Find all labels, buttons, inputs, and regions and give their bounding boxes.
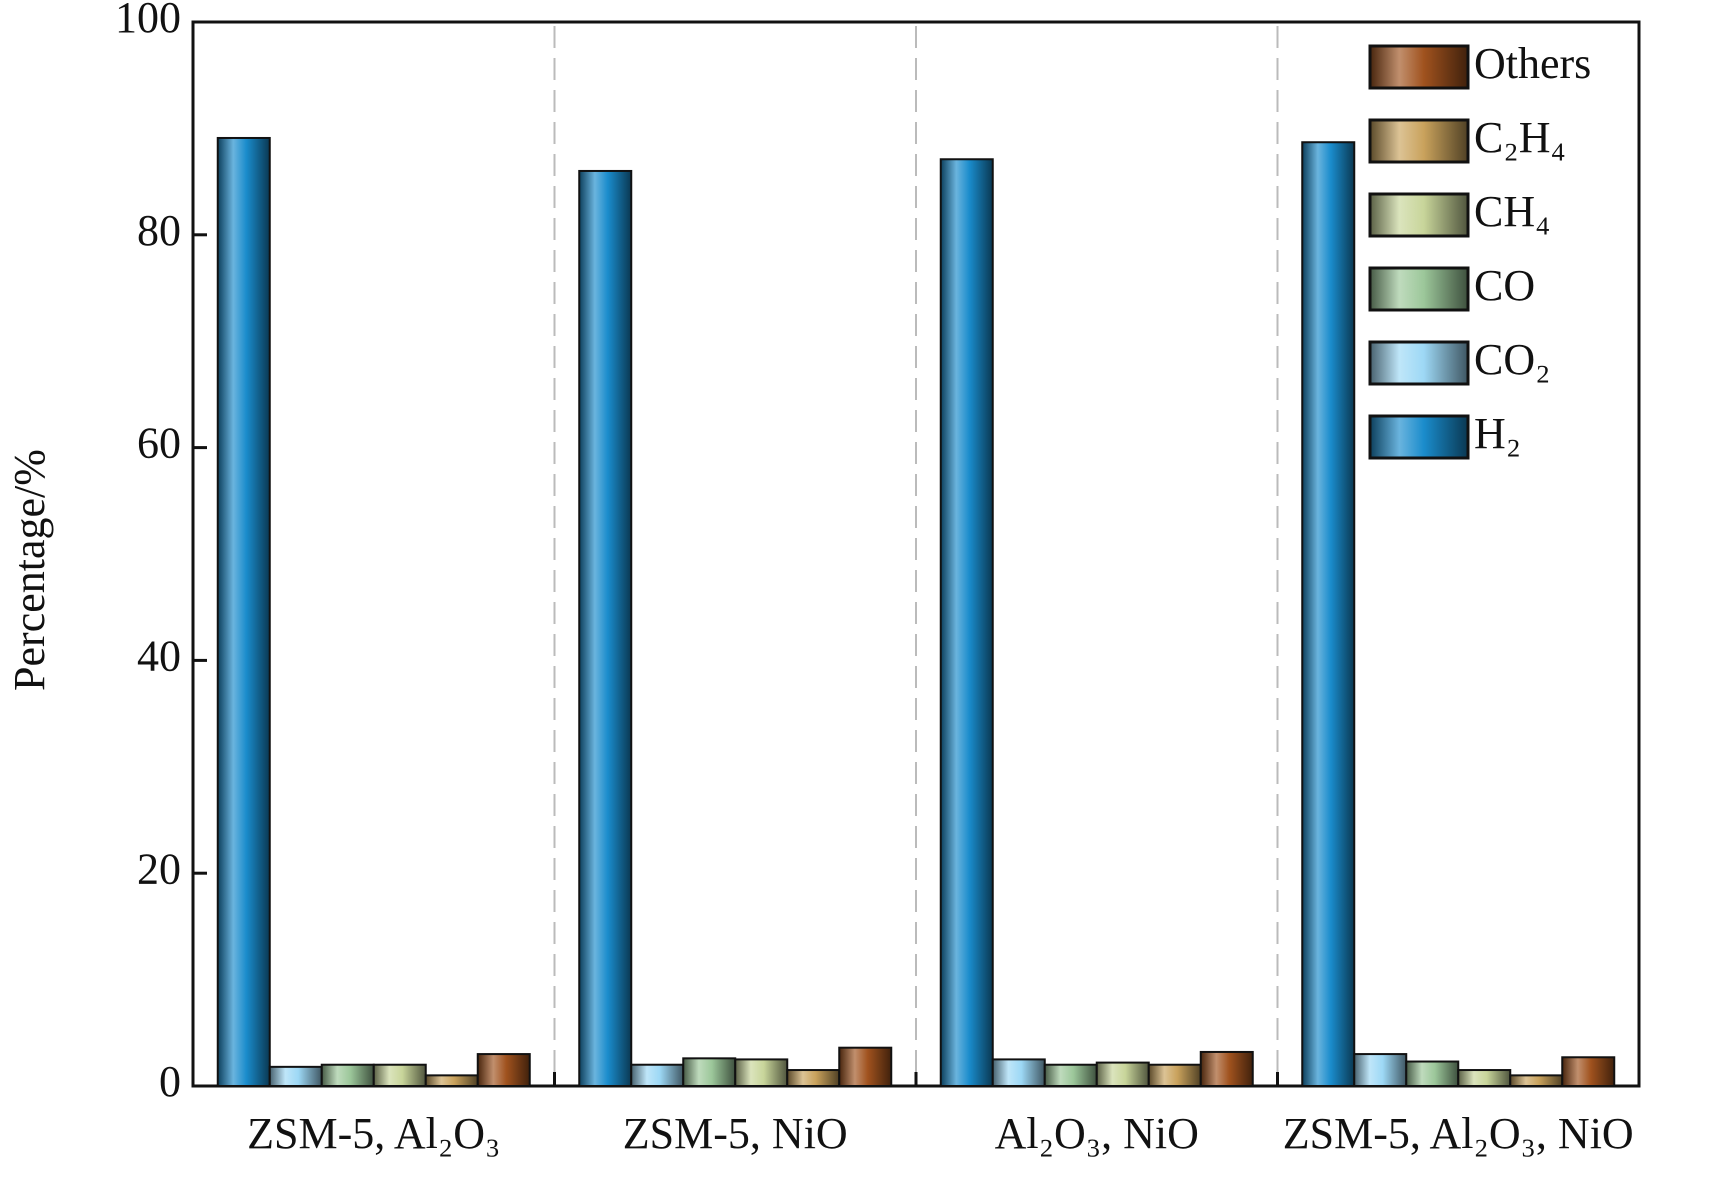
bar [476,1053,531,1087]
y-tick-label: 80 [137,206,181,255]
y-tick-label: 20 [137,844,181,893]
bar [1095,1061,1150,1088]
bar [1561,1056,1616,1087]
legend-swatch [1368,340,1470,386]
y-tick-label: 0 [159,1057,181,1106]
bar [320,1063,375,1087]
y-tick-label: 60 [137,419,181,468]
legend-label: CO [1474,261,1535,310]
x-tick-label: Al₂O₃, NiO [995,1109,1199,1158]
legend-swatch [1368,266,1470,312]
bar [734,1058,789,1088]
legend-swatch [1368,192,1470,238]
legend-label: Others [1474,39,1591,88]
bar [1509,1074,1564,1087]
bar [1405,1060,1460,1087]
bar [578,169,633,1087]
legend-swatch [1368,44,1470,90]
x-tick-label: ZSM-5, Al₂O₃ [247,1109,500,1158]
bar [216,136,271,1087]
bar [991,1058,1046,1088]
bar [1301,141,1356,1087]
bar [1457,1069,1512,1088]
legend-swatch [1368,414,1470,460]
bar [1043,1063,1098,1087]
legend-swatch [1368,118,1470,164]
y-axis-title: Percentage/% [5,449,54,691]
bar [1199,1050,1254,1088]
legend-label: CO₂ [1474,335,1550,384]
legend-label: H₂ [1474,409,1521,458]
bar [939,158,994,1088]
x-tick-label: ZSM-5, NiO [623,1109,848,1158]
bar [838,1046,893,1088]
legend-label: CH₄ [1474,187,1550,236]
y-tick-label: 40 [137,631,181,680]
bar [682,1057,737,1088]
bar [1353,1053,1408,1087]
bar [630,1063,685,1087]
bar [424,1074,479,1087]
legend-label: C₂H₄ [1474,113,1566,162]
bar [372,1063,427,1087]
bar [1147,1063,1202,1087]
bar [786,1069,841,1088]
x-tick-label: ZSM-5, Al₂O₃, NiO [1283,1109,1634,1158]
bar [268,1065,323,1088]
y-tick-label: 100 [115,0,181,42]
